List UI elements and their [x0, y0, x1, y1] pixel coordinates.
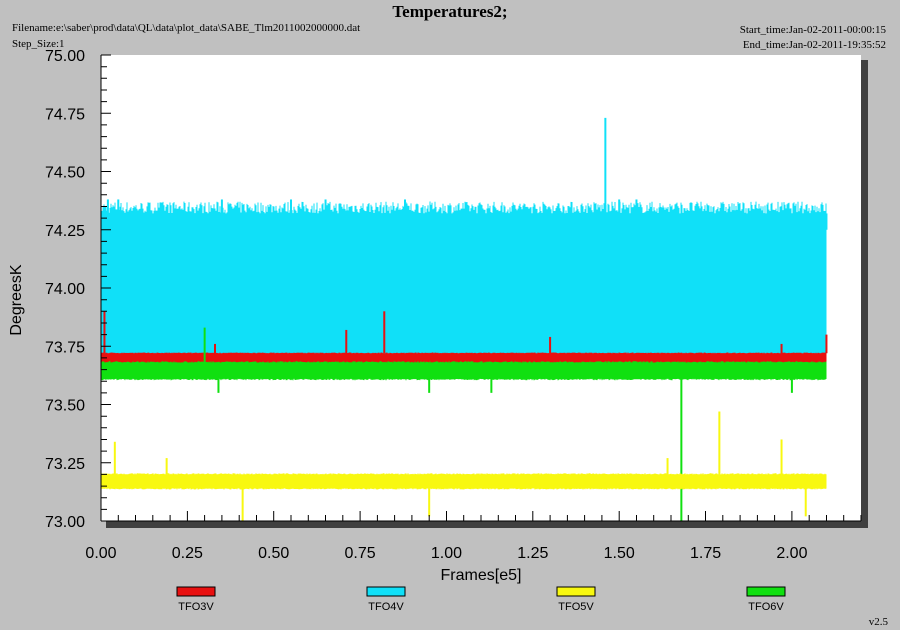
series-band-tfo5v: [100, 473, 827, 490]
x-tick-label: 1.75: [690, 545, 721, 562]
version-label: v2.5: [868, 616, 888, 628]
legend-label-tfo6v: TFO6V: [748, 601, 784, 613]
y-tick-label: 73.75: [45, 339, 85, 356]
legend-swatch-tfo4v: [366, 586, 406, 597]
x-tick-label: 1.00: [431, 545, 462, 562]
x-tick-label: 0.50: [258, 545, 289, 562]
legend-label-tfo5v: TFO5V: [558, 601, 594, 613]
x-tick-label: 1.25: [517, 545, 548, 562]
axis-layer: 0.00 0.25 0.50 0.75 1.00 1.25 1.50 1.75 2.00 73.0…: [45, 48, 862, 562]
legend-swatch-tfo5v: [556, 586, 596, 597]
filename-label: Filename:e:\saber\prod\data\QL\data\plot…: [12, 22, 361, 34]
y-tick-label: 74.25: [45, 223, 85, 240]
y-axis-ticks: [101, 54, 111, 522]
legend-swatch-tfo3v: [176, 586, 216, 597]
start-time-label: Start_time:Jan-02-2011-00:00:15: [739, 24, 886, 36]
legend: TFO3V TFO4V TFO5V TFO6V: [176, 586, 786, 613]
series-tfo3v: [100, 311, 828, 364]
x-axis-ticks: [100, 511, 862, 521]
step-size-label: Step_Size:1: [12, 38, 65, 50]
y-tick-label: 74.75: [45, 106, 85, 123]
chart-title: Temperatures2;: [392, 2, 508, 21]
y-tick-label: 74.00: [45, 281, 85, 298]
legend-swatch-tfo6v: [746, 586, 786, 597]
series-band-tfo3v: [100, 352, 827, 364]
series-band-tfo4v: [100, 201, 827, 375]
y-tick-label: 73.50: [45, 398, 85, 415]
y-tick-label: 73.25: [45, 456, 85, 473]
end-time-label: End_time:Jan-02-2011-19:35:52: [742, 39, 886, 51]
series-layer: [100, 117, 828, 521]
x-tick-label: 0.75: [345, 545, 376, 562]
series-band-tfo6v: [100, 361, 827, 381]
x-tick-label: 0.00: [85, 545, 116, 562]
legend-label-tfo3v: TFO3V: [178, 601, 214, 613]
y-axis-label: DegreesK: [8, 264, 25, 335]
x-tick-label: 0.25: [172, 545, 203, 562]
legend-label-tfo4v: TFO4V: [368, 601, 404, 613]
x-tick-label: 1.50: [604, 545, 635, 562]
x-tick-label: 2.00: [776, 545, 807, 562]
y-tick-label: 75.00: [45, 48, 85, 65]
y-tick-label: 73.00: [45, 514, 85, 531]
x-axis-label: Frames[e5]: [441, 567, 522, 584]
y-tick-label: 74.50: [45, 165, 85, 182]
